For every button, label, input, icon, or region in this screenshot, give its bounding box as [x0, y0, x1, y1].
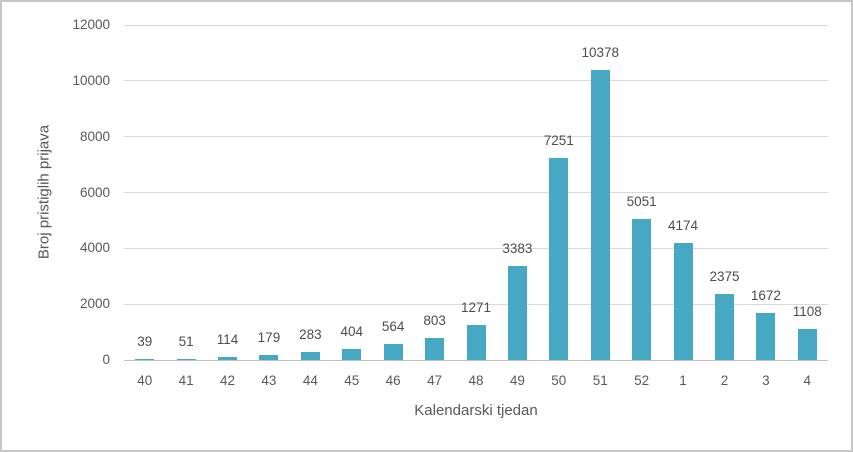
bar — [756, 313, 776, 360]
x-tick-label: 48 — [468, 373, 484, 388]
x-tick-label: 52 — [634, 373, 650, 388]
x-tick-label: 44 — [302, 373, 318, 388]
bar-value-label: 114 — [216, 331, 239, 347]
x-tick-label: 46 — [385, 373, 401, 388]
x-tick-label: 43 — [261, 373, 277, 388]
x-tick-label: 45 — [344, 373, 360, 388]
bar — [342, 348, 362, 360]
x-tick-label: 3 — [762, 373, 770, 388]
x-tick-label: 41 — [178, 373, 194, 388]
bar — [590, 70, 610, 360]
bar-value-label: 404 — [340, 323, 364, 339]
bar — [218, 356, 238, 360]
bar-value-label: 39 — [137, 333, 153, 349]
bar-value-label: 10378 — [581, 45, 619, 61]
bar — [714, 293, 734, 360]
bar — [425, 337, 445, 360]
y-tick-label: 0 — [102, 352, 110, 367]
x-tick-label: 51 — [592, 373, 608, 388]
bar — [632, 219, 652, 360]
x-tick-label: 49 — [509, 373, 525, 388]
y-tick-label: 12000 — [72, 17, 110, 32]
bar — [673, 243, 693, 360]
gridline — [124, 136, 828, 138]
gridline — [124, 303, 828, 305]
bar-value-label: 4174 — [668, 218, 699, 234]
gridline — [124, 24, 828, 26]
bar — [135, 358, 155, 360]
x-axis-line — [124, 359, 828, 361]
x-tick-label: 42 — [220, 373, 236, 388]
bar-value-label: 1271 — [460, 299, 492, 315]
bar — [797, 329, 817, 360]
bar — [259, 355, 279, 360]
bar-value-label: 51 — [178, 333, 194, 349]
y-tick-label: 6000 — [79, 184, 110, 200]
y-tick-label: 8000 — [79, 128, 110, 144]
bar — [383, 344, 403, 360]
y-tick-label: 4000 — [79, 240, 110, 256]
bar-value-label: 5051 — [626, 194, 657, 209]
x-axis-title: Kalendarski tjedan — [414, 402, 538, 419]
bar-value-label: 803 — [423, 312, 446, 328]
gridline — [124, 192, 828, 193]
gridline — [124, 80, 828, 82]
y-tick-label: 2000 — [79, 296, 110, 312]
bar-value-label: 179 — [257, 330, 281, 346]
bar-value-label: 564 — [381, 319, 405, 335]
bar — [300, 352, 320, 360]
x-tick-label: 40 — [137, 373, 153, 388]
bar — [507, 265, 527, 360]
bar — [466, 324, 486, 360]
bar-value-label: 2375 — [709, 268, 740, 284]
bar-value-label: 7251 — [543, 132, 574, 148]
plot-area: 0 2000 4000 6000 8000 10000 12000 39 40 51 41 114 42… — [72, 17, 828, 388]
bar — [549, 157, 569, 360]
bar-value-label: 1108 — [792, 304, 822, 320]
x-tick-label: 4 — [803, 373, 812, 388]
gridline — [124, 247, 828, 249]
x-tick-label: 2 — [720, 373, 729, 388]
x-tick-label: 47 — [427, 373, 443, 388]
bar-value-label: 1672 — [750, 288, 781, 304]
x-tick-label: 1 — [679, 373, 687, 388]
bar-value-label: 283 — [299, 327, 322, 343]
bar — [176, 358, 196, 360]
bar-value-label: 3383 — [502, 240, 533, 256]
x-tick-label: 50 — [551, 373, 567, 388]
y-tick-label: 10000 — [72, 72, 110, 88]
